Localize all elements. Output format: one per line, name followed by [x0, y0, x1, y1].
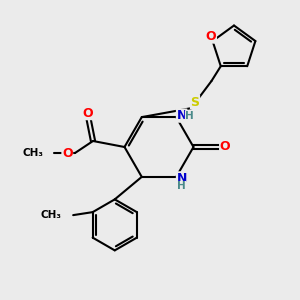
Text: H: H: [185, 111, 194, 121]
Text: O: O: [62, 146, 73, 160]
Text: O: O: [220, 140, 230, 154]
Text: N: N: [176, 109, 187, 122]
Text: CH₃: CH₃: [40, 210, 61, 220]
Text: S: S: [190, 95, 200, 109]
Text: N: N: [176, 172, 187, 185]
Text: O: O: [206, 30, 216, 43]
Text: CH₃: CH₃: [22, 148, 44, 158]
Text: H: H: [177, 182, 186, 191]
Text: O: O: [82, 106, 93, 120]
